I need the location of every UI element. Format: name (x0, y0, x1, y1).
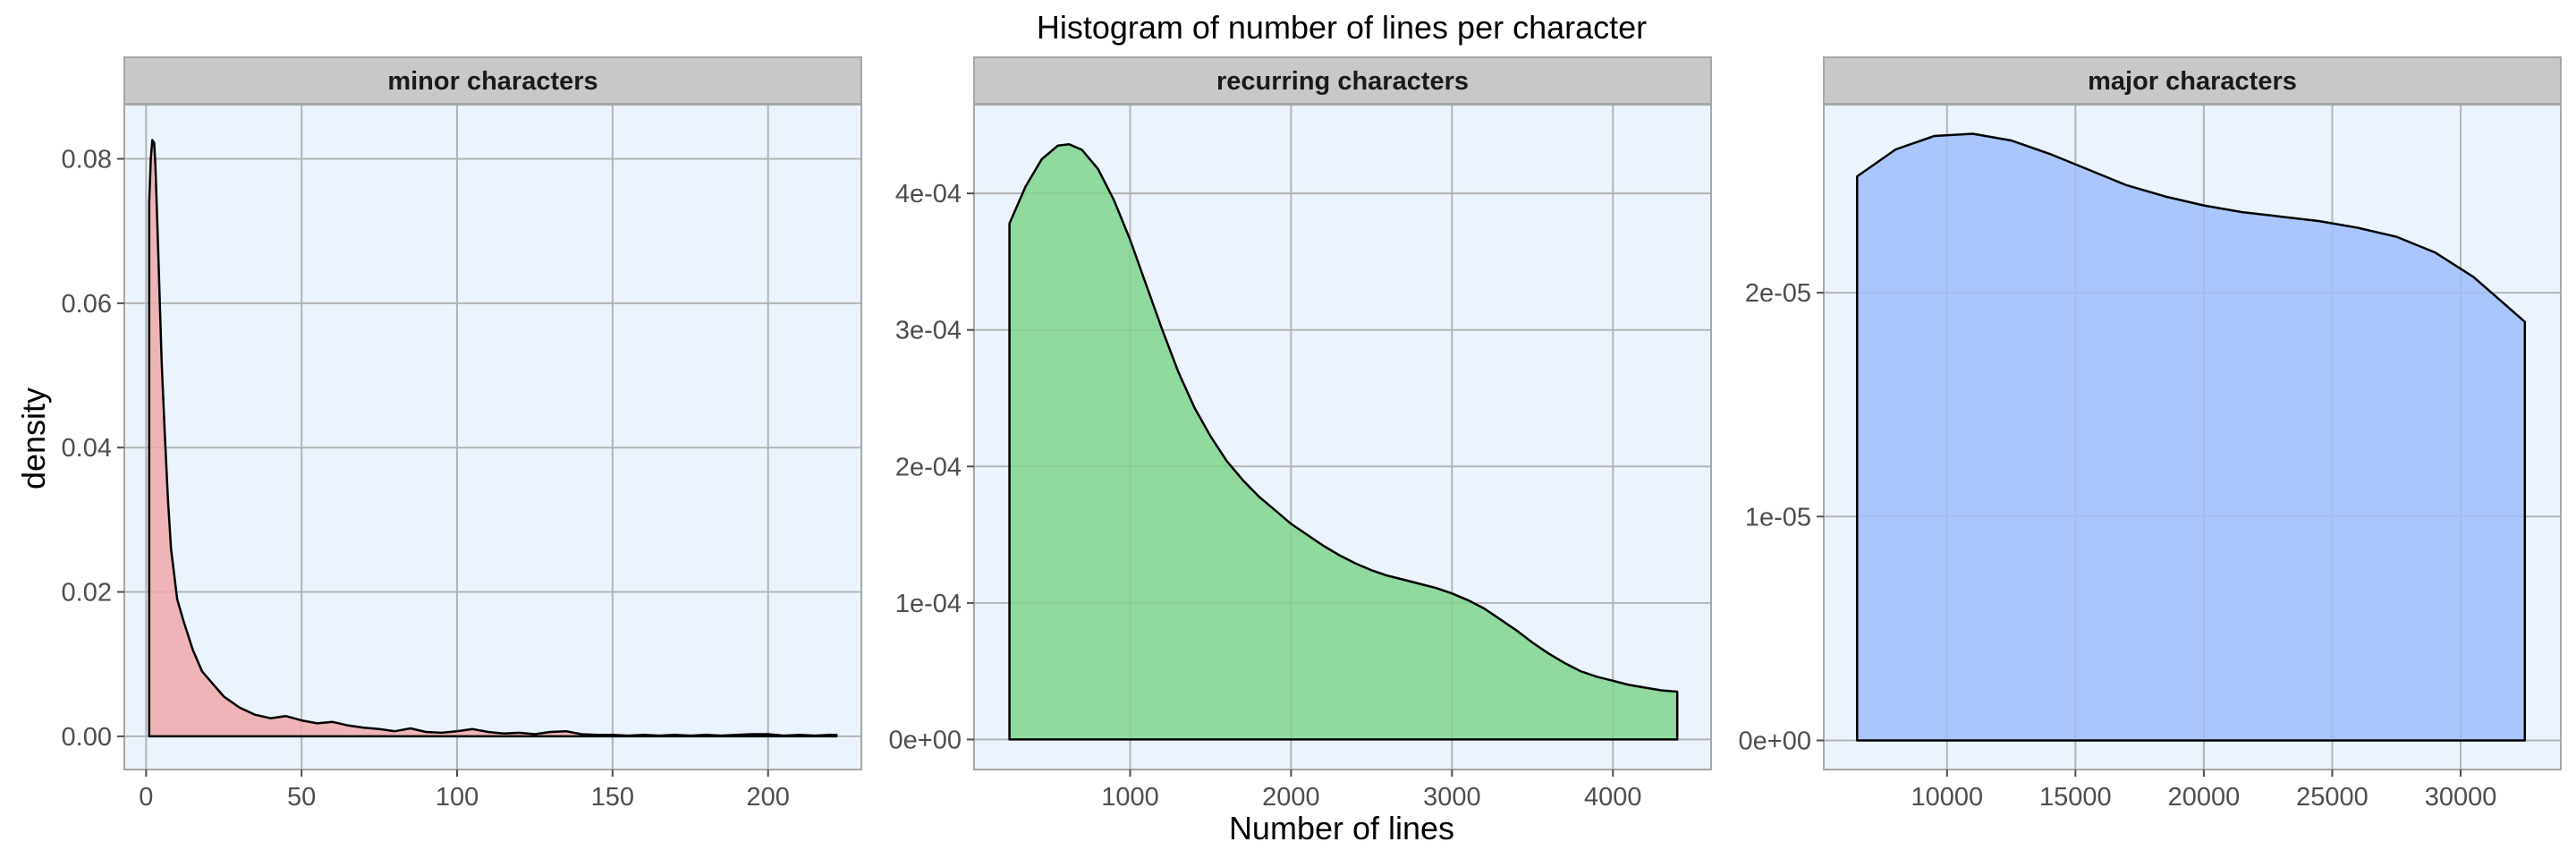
panel-border (973, 104, 1712, 770)
strip-label: recurring characters (1216, 67, 1469, 96)
x-axis-title: Number of lines (1229, 810, 1454, 846)
y-tick-label: 2e-05 (1745, 279, 1811, 308)
panel-background (124, 105, 861, 770)
y-tick-label: 1e-05 (1745, 503, 1811, 532)
y-tick-label: 0.06 (62, 290, 112, 319)
strip-label: minor characters (387, 67, 597, 96)
strip-label: major characters (2088, 67, 2297, 96)
x-tick-label: 20000 (2168, 783, 2241, 812)
y-tick-label: 0.00 (62, 723, 112, 752)
x-tick-label: 1000 (1101, 783, 1159, 812)
x-tick-label: 10000 (1911, 783, 1983, 812)
panel-border (123, 104, 862, 770)
density-area (1856, 132, 2527, 742)
y-tick-label: 0.04 (62, 434, 112, 463)
panel-2: major characters 10000 15000 20000 25000 3000… (1739, 56, 2562, 812)
density-area (148, 139, 838, 738)
y-tick-label: 0.08 (62, 146, 112, 174)
panel-0: minor characters 0 50 100 150 200 0.00 0.02 0.04… (62, 56, 862, 812)
strip-background (973, 56, 1712, 105)
y-tick-label: 4e-04 (895, 180, 962, 208)
x-tick-label: 3000 (1423, 783, 1481, 812)
x-tick-label: 0 (139, 783, 153, 812)
x-tick-label: 30000 (2425, 783, 2497, 812)
x-tick-label: 25000 (2296, 783, 2368, 812)
strip-background (123, 56, 862, 105)
x-tick-label: 50 (287, 783, 316, 812)
strip-background (1823, 56, 2562, 105)
y-tick-label: 1e-04 (895, 590, 962, 618)
density-area (1008, 142, 1679, 741)
y-tick-label: 0.02 (62, 579, 112, 608)
y-axis-title: density (15, 387, 52, 489)
x-tick-label: 100 (436, 783, 479, 812)
x-tick-label: 2000 (1262, 783, 1320, 812)
y-tick-label: 0e+00 (889, 726, 962, 754)
chart-title: Histogram of number of lines per charact… (1037, 9, 1647, 46)
x-tick-label: 200 (747, 783, 790, 812)
x-tick-label: 150 (591, 783, 634, 812)
y-tick-label: 2e-04 (895, 453, 962, 481)
x-tick-label: 15000 (2039, 783, 2112, 812)
panel-border (1823, 104, 2562, 770)
facet-panels: minor characters 0 50 100 150 200 0.00 0.02 0.04… (62, 56, 2562, 812)
x-tick-label: 4000 (1584, 783, 1642, 812)
panel-1: recurring characters 1000 2000 3000 4000 0e+0… (889, 56, 1712, 812)
y-tick-label: 3e-04 (895, 317, 962, 345)
y-tick-label: 0e+00 (1739, 727, 1811, 755)
